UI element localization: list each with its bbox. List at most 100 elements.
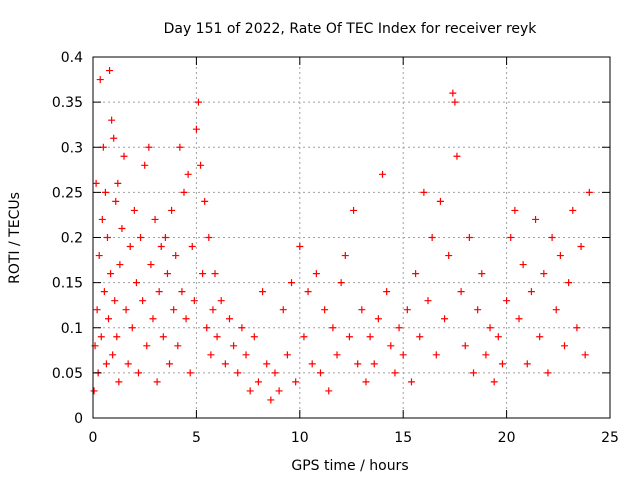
data-point (116, 261, 124, 269)
grid-lines (93, 57, 610, 418)
data-point (341, 252, 349, 260)
data-point (112, 197, 120, 205)
data-point (391, 369, 399, 377)
y-tick-label: 0.4 (61, 50, 83, 66)
data-point (358, 306, 366, 314)
data-point (453, 152, 461, 160)
data-point (288, 279, 296, 287)
data-point (416, 333, 424, 341)
data-point (98, 215, 106, 223)
data-point (569, 206, 577, 214)
data-point (308, 360, 316, 368)
data-point (96, 76, 104, 84)
data-point (137, 234, 145, 241)
data-point (544, 369, 552, 377)
data-point (238, 324, 246, 332)
data-point (170, 306, 178, 314)
data-point (190, 297, 198, 305)
data-point (387, 342, 395, 350)
data-point (103, 234, 111, 241)
x-axis-label: GPS time / hours (291, 458, 408, 474)
y-tick-label: 0.1 (61, 321, 83, 337)
data-point (457, 288, 465, 296)
data-point (511, 206, 519, 214)
data-point (449, 89, 457, 97)
data-point (178, 288, 186, 296)
data-point (304, 288, 312, 296)
data-point (102, 360, 110, 368)
data-point (432, 351, 440, 359)
data-point (445, 252, 453, 260)
data-point (325, 387, 333, 395)
data-point (552, 306, 560, 314)
data-point (354, 360, 362, 368)
data-point (225, 315, 233, 323)
data-point (182, 315, 190, 323)
data-point (92, 179, 100, 187)
data-point (275, 387, 283, 395)
data-point (100, 288, 108, 296)
data-point (263, 360, 271, 368)
data-point (403, 306, 411, 314)
data-point (149, 315, 157, 323)
data-point (536, 333, 544, 341)
data-point (242, 351, 250, 359)
x-tick-label: 15 (394, 430, 412, 446)
data-point (97, 333, 105, 341)
data-point (577, 243, 585, 251)
data-point (141, 161, 149, 169)
data-point (207, 351, 215, 359)
data-point (110, 134, 118, 142)
data-point (203, 324, 211, 332)
data-point (147, 261, 155, 269)
data-point (321, 306, 329, 314)
data-point (122, 306, 130, 314)
data-point (159, 333, 167, 341)
data-point (337, 279, 345, 287)
data-point (172, 252, 180, 260)
data-point (362, 378, 370, 386)
data-point (186, 369, 194, 377)
data-point (527, 288, 535, 296)
data-point (254, 378, 262, 386)
data-point (90, 387, 98, 395)
data-point (399, 351, 407, 359)
data-point (424, 297, 432, 305)
data-point (412, 270, 420, 278)
chart-title: Day 151 of 2022, Rate Of TEC Index for r… (164, 21, 538, 37)
data-point (486, 324, 494, 332)
data-point (155, 288, 163, 296)
data-point (176, 143, 184, 151)
data-point (532, 215, 540, 223)
data-point (163, 270, 171, 278)
data-point (230, 342, 238, 350)
data-point (482, 351, 490, 359)
axes: 0 0.05 0.1 0.15 0.2 0.25 0.3 0.35 0.4 0 5 10 15 20 25 (52, 50, 619, 446)
data-point (213, 333, 221, 341)
data-point (436, 197, 444, 205)
data-point (105, 315, 113, 323)
data-point (441, 315, 449, 323)
data-point (478, 270, 486, 278)
y-tick-label: 0.25 (52, 185, 83, 201)
data-point (194, 98, 202, 106)
data-point (95, 252, 103, 260)
data-point (124, 360, 132, 368)
y-tick-label: 0.05 (52, 366, 83, 382)
data-point (101, 188, 109, 196)
data-point (93, 306, 101, 314)
data-point (283, 351, 291, 359)
data-point (581, 351, 589, 359)
y-tick-label: 0.35 (52, 95, 83, 111)
y-tick-label: 0.15 (52, 276, 83, 292)
data-point (168, 206, 176, 214)
data-point (111, 297, 119, 305)
x-tick-label: 5 (192, 430, 201, 446)
data-point (366, 333, 374, 341)
data-point (139, 297, 147, 305)
data-point (407, 378, 415, 386)
data-point (126, 243, 134, 251)
data-point (130, 206, 138, 214)
data-point (470, 369, 478, 377)
